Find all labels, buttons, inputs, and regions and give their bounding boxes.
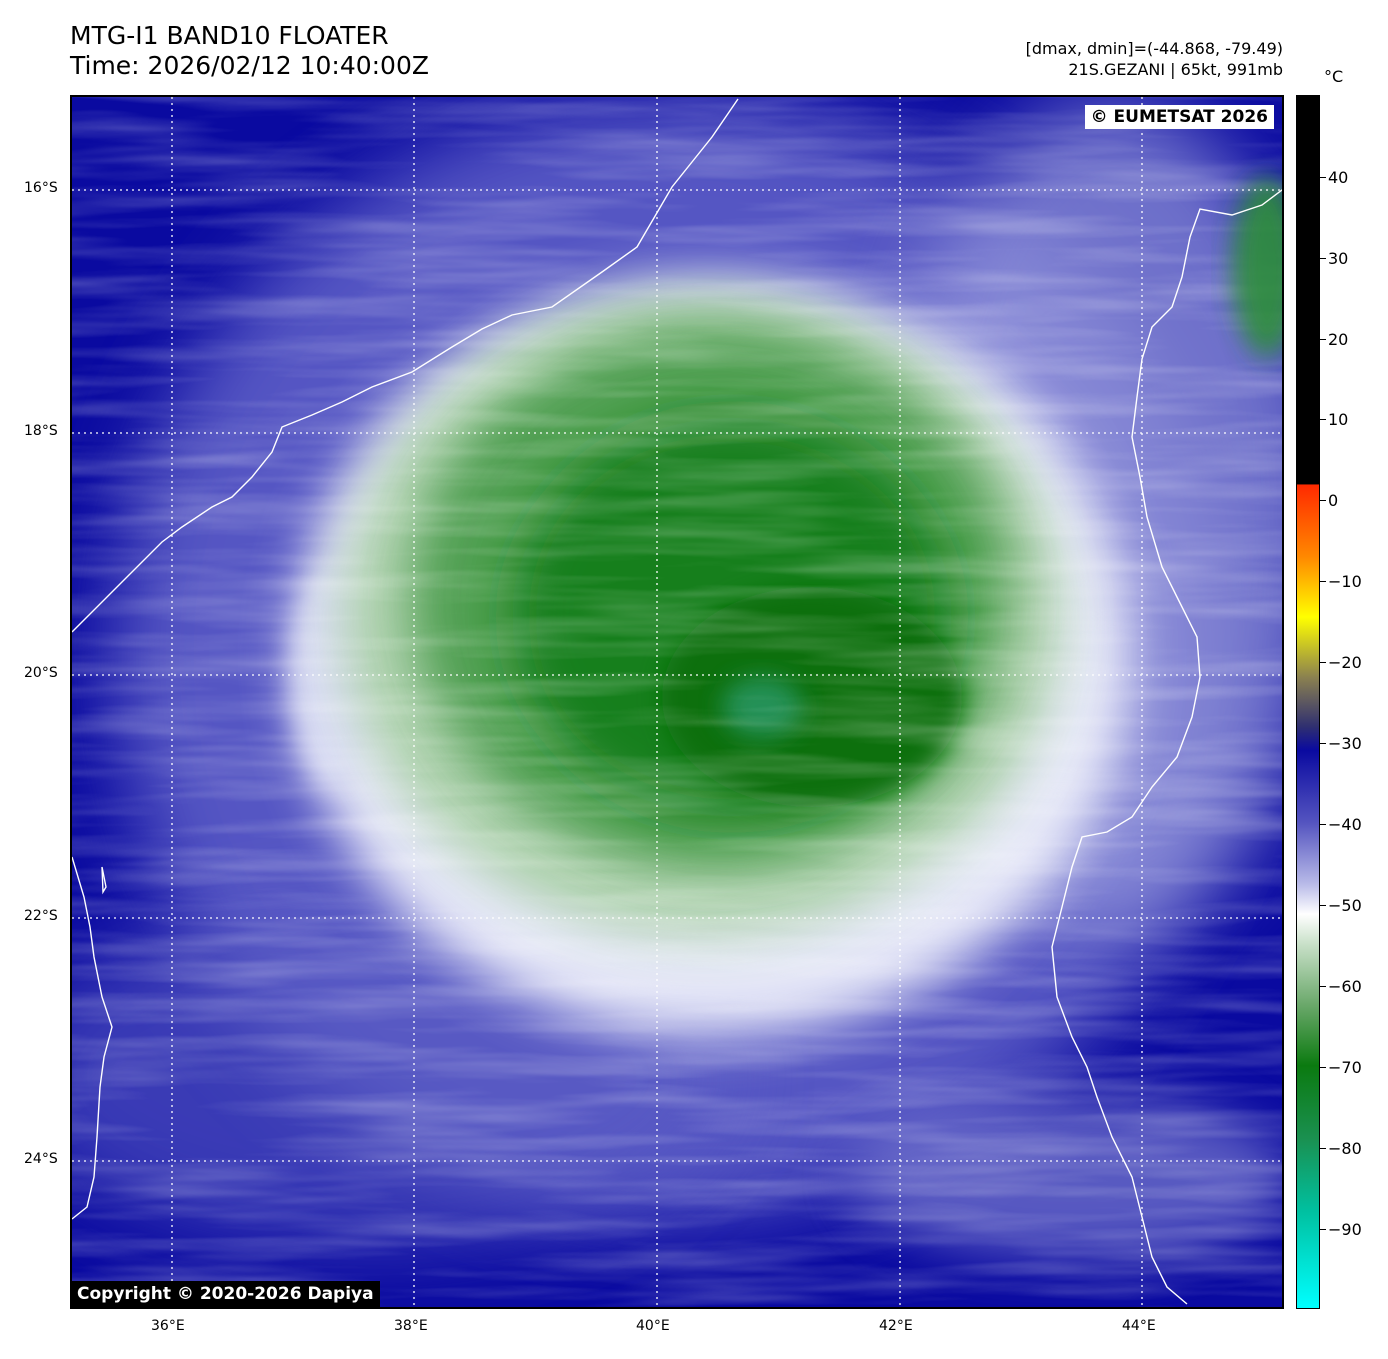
- colorbar-label: −60: [1328, 977, 1362, 996]
- lon-label-38e: 38°E: [394, 1318, 428, 1334]
- colorbar-label: 30: [1328, 249, 1349, 268]
- colorbar-label: −70: [1328, 1058, 1362, 1077]
- colorbar-label: −90: [1328, 1220, 1362, 1239]
- colorbar-label: −40: [1328, 815, 1362, 834]
- lat-label-22s: 22°S: [24, 908, 58, 924]
- colorbar-label: 10: [1328, 410, 1349, 429]
- colorbar-unit: °C: [1324, 67, 1344, 86]
- lon-label-44e: 44°E: [1122, 1318, 1156, 1334]
- colorbar-tick: [1320, 743, 1326, 744]
- colorbar-label: 0: [1328, 491, 1339, 510]
- colorbar-label: 40: [1328, 168, 1349, 187]
- colorbar-tick: [1320, 662, 1326, 663]
- colorbar-label: −50: [1328, 896, 1362, 915]
- colorbar-tick: [1320, 1067, 1326, 1068]
- coastline: [72, 98, 1282, 1305]
- colorbar-tick: [1320, 581, 1326, 582]
- range-text: [dmax, dmin]=(-44.868, -79.49): [1025, 39, 1283, 58]
- lat-label-24s: 24°S: [24, 1151, 58, 1167]
- dapiya-watermark: Copyright © 2020-2026 Dapiya: [72, 1281, 380, 1307]
- eumetsat-watermark: © EUMETSAT 2026: [1084, 105, 1274, 129]
- lon-label-40e: 40°E: [636, 1318, 670, 1334]
- colorbar-label: −10: [1328, 572, 1362, 591]
- colorbar-label: −80: [1328, 1139, 1362, 1158]
- lon-label-36e: 36°E: [151, 1318, 185, 1334]
- colorbar-label: −30: [1328, 734, 1362, 753]
- colorbar-tick: [1320, 419, 1326, 420]
- colorbar-tick: [1320, 824, 1326, 825]
- colorbar-tick: [1320, 905, 1326, 906]
- colorbar-label: −20: [1328, 653, 1362, 672]
- colorbar-tick: [1320, 1229, 1326, 1230]
- colorbar-tick: [1320, 500, 1326, 501]
- colorbar-tick: [1320, 339, 1326, 340]
- satellite-imagery: [72, 97, 1282, 1307]
- title-line-1: MTG-I1 BAND10 FLOATER: [70, 21, 389, 50]
- lat-label-18s: 18°S: [24, 423, 58, 439]
- lon-label-42e: 42°E: [879, 1318, 913, 1334]
- colorbar-tick: [1320, 1148, 1326, 1149]
- colorbar-tick: [1320, 986, 1326, 987]
- lat-label-20s: 20°S: [24, 665, 58, 681]
- graticule: [72, 97, 1282, 1307]
- colorbar: [1296, 95, 1320, 1309]
- lat-label-16s: 16°S: [24, 180, 58, 196]
- colorbar-label: 20: [1328, 330, 1349, 349]
- colorbar-tick: [1320, 258, 1326, 259]
- satellite-map: © EUMETSAT 2026 Copyright © 2020-2026 Da…: [70, 95, 1284, 1309]
- title-line-2: Time: 2026/02/12 10:40:00Z: [70, 51, 429, 80]
- colorbar-tick: [1320, 177, 1326, 178]
- storm-text: 21S.GEZANI | 65kt, 991mb: [1068, 60, 1283, 79]
